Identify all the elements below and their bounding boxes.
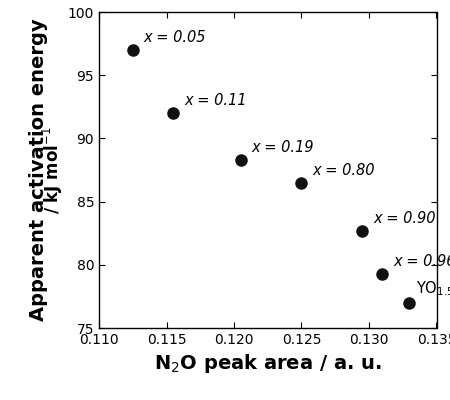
X-axis label: N$_2$O peak area / a. u.: N$_2$O peak area / a. u. [154, 352, 382, 376]
Text: x = 0.90: x = 0.90 [373, 211, 436, 226]
Text: x = 0.11: x = 0.11 [184, 93, 247, 108]
Text: Apparent activation energy: Apparent activation energy [29, 19, 48, 321]
Text: x = 0.96: x = 0.96 [393, 254, 450, 268]
Text: YO$_{1.5}$: YO$_{1.5}$ [416, 279, 450, 298]
Text: x = 0.05: x = 0.05 [144, 30, 206, 45]
Text: x = 0.19: x = 0.19 [252, 140, 314, 155]
Y-axis label: / kJ mol$^{-1}$: / kJ mol$^{-1}$ [41, 126, 65, 214]
Text: x = 0.80: x = 0.80 [312, 162, 375, 178]
